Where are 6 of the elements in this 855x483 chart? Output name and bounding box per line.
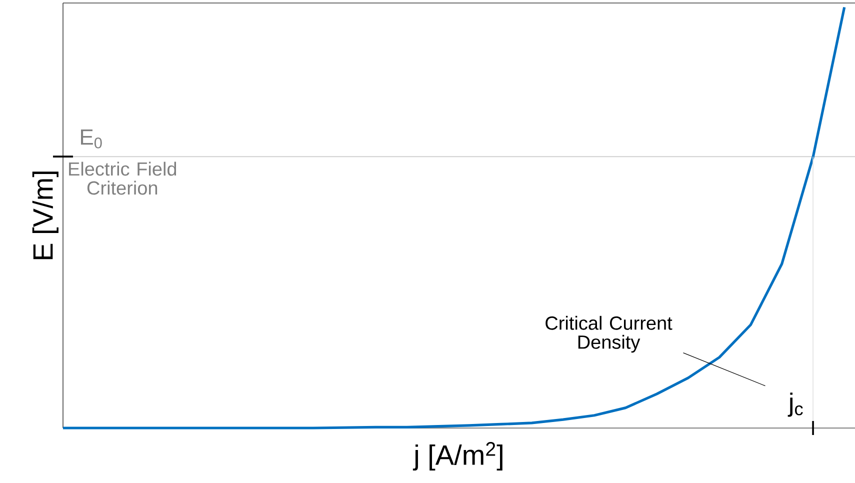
annotation: j$_{c}$ (788, 392, 803, 417)
y-axis-title: E [V/m] (32, 172, 58, 260)
annotation: Critical Current Density (546, 316, 672, 353)
ref-line-label: E$_{0}$ (81, 129, 102, 148)
x-axis-title: j [A/m$^{2}$] (412, 442, 502, 471)
annotation: Electric Field Criterion (69, 162, 176, 195)
